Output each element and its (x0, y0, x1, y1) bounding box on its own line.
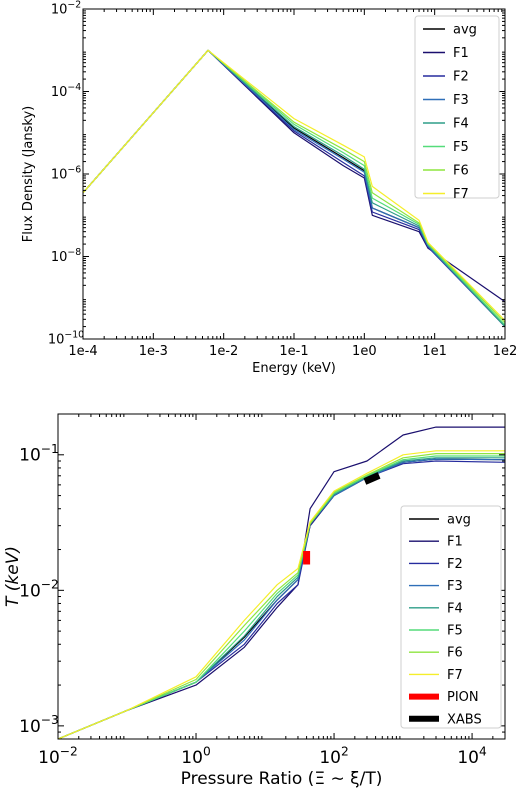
y-tick-label: 10−10 (48, 330, 84, 348)
x-axis-title: Pressure Ratio (Ξ ∼ ξ/T) (181, 769, 383, 789)
legend-label: F2 (453, 70, 469, 85)
legend-label: XABS (447, 712, 482, 727)
plot-area (83, 49, 505, 328)
series-line-xabs (363, 472, 381, 485)
x-tick-label: 1e2 (493, 344, 518, 359)
x-tick-label: 100 (181, 744, 210, 768)
y-axis-title: T (keV) (3, 546, 23, 607)
legend-label: F1 (447, 535, 463, 550)
legend-label: avg (447, 513, 471, 528)
minor-ticks (83, 9, 505, 339)
legend-label: avg (453, 23, 477, 38)
y-tick-label: 10−3 (19, 713, 59, 737)
y-tick-label: 10−6 (51, 165, 81, 183)
y-tick-label: 10−2 (19, 578, 59, 602)
y-tick-label: 10−8 (51, 247, 81, 265)
y-tick-label: 10−4 (51, 82, 81, 100)
x-tick-label: 1e-1 (279, 344, 308, 359)
legend-label: F3 (447, 579, 463, 594)
series-line-f7 (83, 49, 505, 322)
legend-label: F4 (453, 117, 469, 132)
x-tick-label: 1e-4 (68, 344, 97, 359)
y-tick-label: 10−1 (19, 442, 59, 466)
plot-area (58, 426, 505, 739)
series-line-f7 (58, 450, 505, 739)
axes-frame (57, 413, 506, 740)
legend-label: F6 (447, 646, 463, 661)
legend-label: F1 (453, 46, 469, 61)
legend: avg F1 F2 F3 F4 F5 F6 F7 (414, 15, 500, 202)
legend-label: PION (447, 690, 479, 705)
x-tick-label: 10−2 (38, 744, 78, 768)
legend-label: F4 (447, 601, 463, 616)
temperature-chart: 10−2 100 102 104 10−3 10−2 10−1 Pressure Ratio … (3, 413, 506, 789)
x-tick-label: 1e-3 (139, 344, 168, 359)
legend-label: F6 (453, 164, 469, 179)
legend-label: F7 (447, 668, 463, 683)
legend-label: F2 (447, 557, 463, 572)
legend-label: F7 (453, 187, 469, 202)
x-tick-label: 104 (457, 744, 487, 768)
legend-label: F5 (447, 624, 463, 639)
x-axis-title: Energy (keV) (252, 361, 336, 376)
legend-label: F5 (453, 140, 469, 155)
x-tick-label: 1e0 (352, 344, 377, 359)
flux-density-chart: 1e-4 1e-3 1e-2 1e-1 1e0 1e1 1e2 10−10 10−8 10−6 10… (21, 0, 517, 376)
x-tick-label: 102 (319, 744, 348, 768)
legend-label: F3 (453, 93, 469, 108)
legend: avg F1 F2 F3 F4 F5 F6 F7 PION XABS (400, 505, 502, 729)
x-tick-label: 1e1 (422, 344, 447, 359)
x-tick-label: 1e-2 (209, 344, 238, 359)
series-line-f6 (58, 453, 505, 739)
y-axis-title: Flux Density (Jansky) (21, 106, 36, 242)
minor-ticks (58, 414, 505, 739)
y-tick-label: 10−2 (51, 0, 81, 18)
